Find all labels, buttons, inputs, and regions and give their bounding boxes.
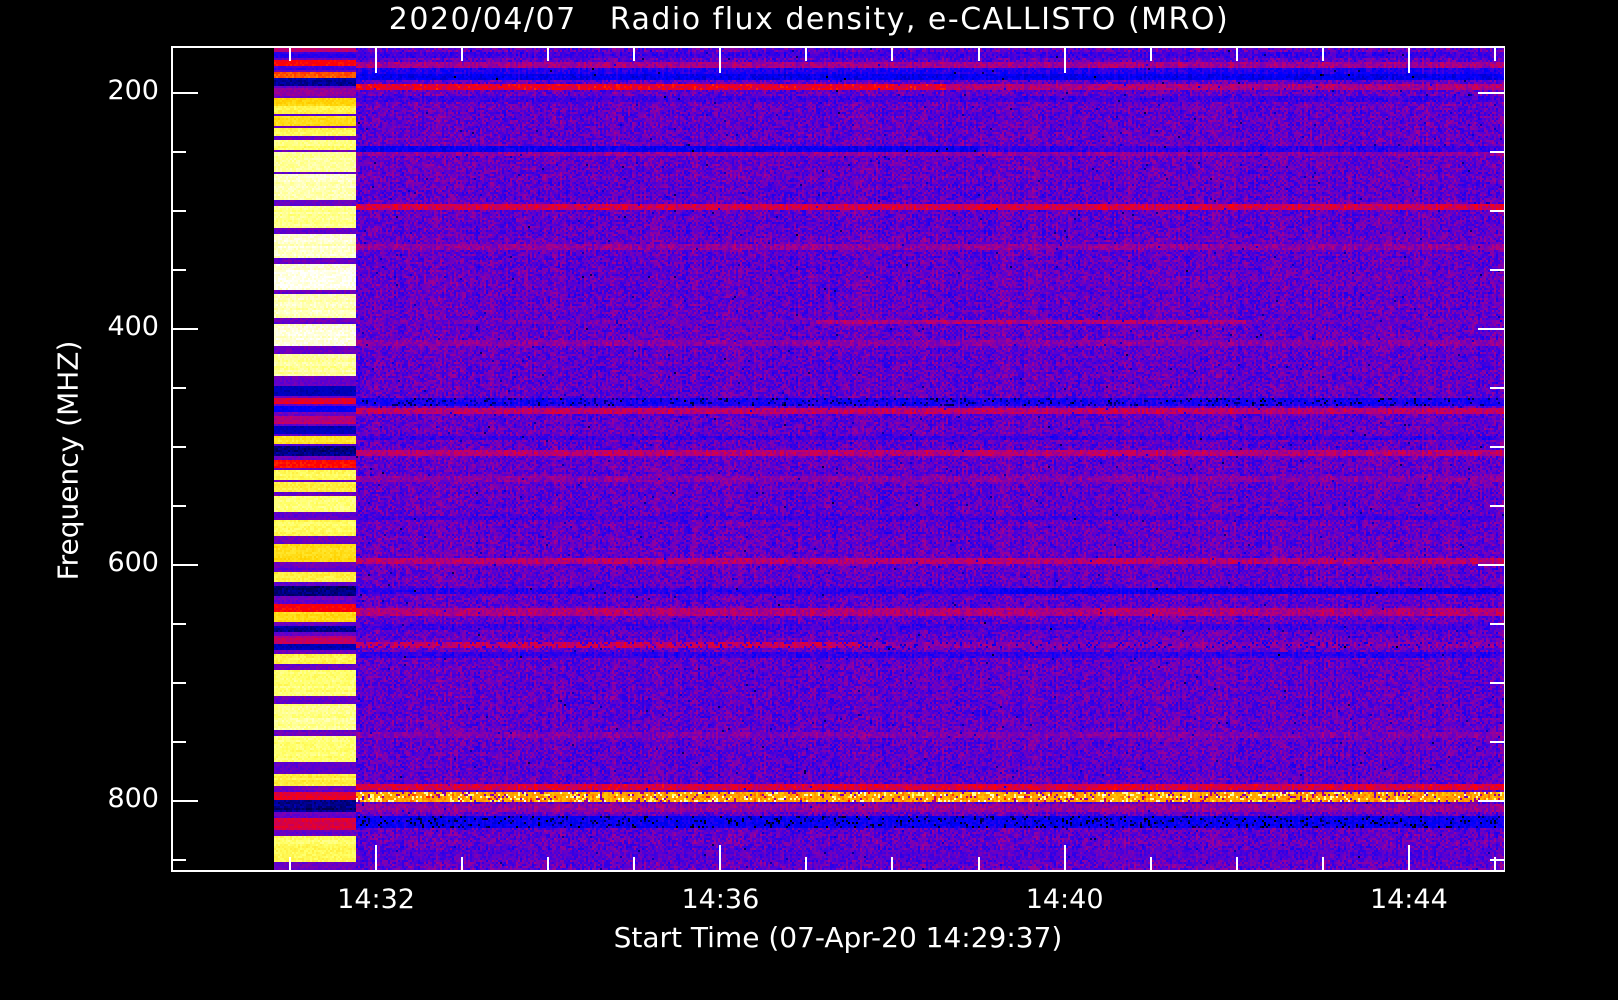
x-tick-top-0 <box>375 46 378 73</box>
y-tick-200 <box>171 92 198 95</box>
x-tick-2 <box>547 857 550 872</box>
y-tick-right-450 <box>1490 387 1505 390</box>
x-tick-10 <box>1235 857 1238 872</box>
y-tick-label-400: 400 <box>107 311 159 343</box>
x-tick-top-7 <box>977 46 980 61</box>
x-tick-0 <box>375 845 378 872</box>
y-tick-right-400 <box>1478 328 1505 331</box>
y-tick-right-200 <box>1478 92 1505 95</box>
x-tick-9 <box>1149 857 1152 872</box>
x-tick-label-14-40: 14:40 <box>1025 884 1104 915</box>
x-tick-top-12 <box>1407 46 1410 73</box>
y-axis-title: Frequency (MHZ) <box>51 340 85 581</box>
x-tick-13 <box>1493 857 1496 872</box>
y-tick-850 <box>171 859 186 862</box>
x-tick-12 <box>1407 845 1410 872</box>
x-tick-top-2 <box>547 46 550 61</box>
y-tick-label-800: 800 <box>107 783 159 815</box>
y-tick-750 <box>171 741 186 744</box>
x-tick-top--1 <box>289 46 292 61</box>
x-tick-top-13 <box>1493 46 1496 61</box>
y-tick-right-500 <box>1490 446 1505 449</box>
x-tick-label-14-44: 14:44 <box>1369 884 1448 915</box>
y-tick-right-800 <box>1478 800 1505 803</box>
y-tick-label-200: 200 <box>107 75 159 107</box>
x-tick-top-11 <box>1321 46 1324 61</box>
y-tick-450 <box>171 387 186 390</box>
x-tick-top-5 <box>805 46 808 61</box>
y-tick-600 <box>171 564 198 567</box>
y-tick-right-700 <box>1490 682 1505 685</box>
x-axis-title: Start Time (07-Apr-20 14:29:37) <box>613 921 1063 954</box>
x-tick-6 <box>891 857 894 872</box>
page-title: 2020/04/07 Radio flux density, e-CALLIST… <box>388 2 1230 37</box>
y-tick-right-600 <box>1478 564 1505 567</box>
x-tick-label-14-36: 14:36 <box>681 884 760 915</box>
x-tick-7 <box>977 857 980 872</box>
x-tick-top-10 <box>1235 46 1238 61</box>
y-tick-300 <box>171 210 186 213</box>
y-tick-650 <box>171 623 186 626</box>
x-tick-label-14-32: 14:32 <box>337 884 415 915</box>
y-tick-800 <box>171 800 198 803</box>
x-tick-top-3 <box>633 46 636 61</box>
x-tick-5 <box>805 857 808 872</box>
x-tick-8 <box>1063 845 1066 872</box>
spectrogram-canvas[interactable] <box>236 48 1504 870</box>
y-tick-400 <box>171 328 198 331</box>
y-tick-right-850 <box>1490 859 1505 862</box>
y-tick-label-600: 600 <box>107 547 159 579</box>
y-tick-right-650 <box>1490 623 1505 626</box>
x-tick-top-6 <box>891 46 894 61</box>
y-tick-500 <box>171 446 186 449</box>
y-tick-right-250 <box>1490 151 1505 154</box>
y-tick-250 <box>171 151 186 154</box>
x-tick-1 <box>461 857 464 872</box>
x-tick-top-1 <box>461 46 464 61</box>
y-tick-550 <box>171 505 186 508</box>
x-tick-3 <box>633 857 636 872</box>
y-tick-right-550 <box>1490 505 1505 508</box>
x-tick-top-8 <box>1063 46 1066 73</box>
y-tick-right-350 <box>1490 269 1505 272</box>
x-tick-4 <box>719 845 722 872</box>
x-tick--1 <box>289 857 292 872</box>
x-tick-top-9 <box>1149 46 1152 61</box>
x-tick-top-4 <box>719 46 722 73</box>
x-tick-11 <box>1321 857 1324 872</box>
y-tick-right-300 <box>1490 210 1505 213</box>
y-tick-350 <box>171 269 186 272</box>
y-tick-700 <box>171 682 186 685</box>
y-tick-right-750 <box>1490 741 1505 744</box>
